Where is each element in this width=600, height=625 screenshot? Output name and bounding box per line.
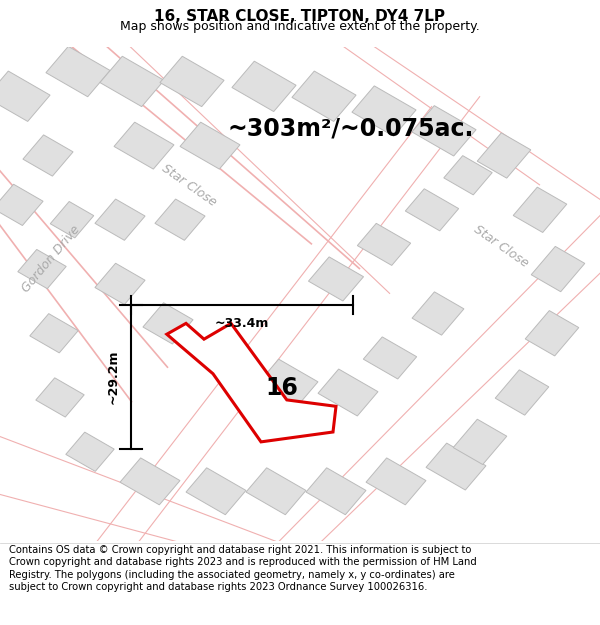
Text: ~33.4m: ~33.4m bbox=[215, 317, 269, 330]
Polygon shape bbox=[366, 458, 426, 505]
Polygon shape bbox=[444, 156, 492, 195]
Polygon shape bbox=[50, 201, 94, 238]
Polygon shape bbox=[232, 61, 296, 111]
Polygon shape bbox=[258, 359, 318, 406]
Text: Contains OS data © Crown copyright and database right 2021. This information is : Contains OS data © Crown copyright and d… bbox=[9, 545, 477, 592]
Polygon shape bbox=[46, 46, 110, 97]
Polygon shape bbox=[160, 56, 224, 107]
Polygon shape bbox=[525, 311, 579, 356]
Polygon shape bbox=[0, 184, 43, 226]
Polygon shape bbox=[531, 246, 585, 292]
Polygon shape bbox=[364, 337, 416, 379]
Polygon shape bbox=[95, 263, 145, 304]
Polygon shape bbox=[100, 56, 164, 107]
Polygon shape bbox=[23, 135, 73, 176]
Text: Star Close: Star Close bbox=[159, 161, 219, 209]
Polygon shape bbox=[292, 71, 356, 121]
Polygon shape bbox=[186, 468, 246, 515]
Text: ~303m²/~0.075ac.: ~303m²/~0.075ac. bbox=[228, 116, 475, 140]
Polygon shape bbox=[412, 106, 476, 156]
Text: ~29.2m: ~29.2m bbox=[107, 350, 120, 404]
Polygon shape bbox=[308, 257, 364, 301]
Polygon shape bbox=[30, 314, 78, 353]
Polygon shape bbox=[477, 133, 531, 178]
Polygon shape bbox=[412, 292, 464, 335]
Polygon shape bbox=[406, 189, 458, 231]
Polygon shape bbox=[513, 187, 567, 232]
Polygon shape bbox=[453, 419, 507, 464]
Text: Gordon Drive: Gordon Drive bbox=[19, 223, 83, 295]
Polygon shape bbox=[318, 369, 378, 416]
Polygon shape bbox=[155, 199, 205, 241]
Polygon shape bbox=[143, 302, 193, 344]
Polygon shape bbox=[495, 370, 549, 415]
Polygon shape bbox=[426, 443, 486, 490]
Text: Map shows position and indicative extent of the property.: Map shows position and indicative extent… bbox=[120, 20, 480, 32]
Polygon shape bbox=[95, 199, 145, 241]
Polygon shape bbox=[0, 71, 50, 121]
Polygon shape bbox=[36, 378, 84, 417]
Polygon shape bbox=[246, 468, 306, 515]
Polygon shape bbox=[180, 122, 240, 169]
Polygon shape bbox=[306, 468, 366, 515]
Text: Star Close: Star Close bbox=[471, 223, 531, 271]
Polygon shape bbox=[352, 86, 416, 136]
Polygon shape bbox=[66, 432, 114, 471]
Text: 16: 16 bbox=[266, 376, 298, 399]
Text: 16, STAR CLOSE, TIPTON, DY4 7LP: 16, STAR CLOSE, TIPTON, DY4 7LP bbox=[155, 9, 445, 24]
Polygon shape bbox=[18, 249, 66, 289]
Polygon shape bbox=[358, 223, 410, 266]
Polygon shape bbox=[167, 323, 336, 442]
Polygon shape bbox=[114, 122, 174, 169]
Polygon shape bbox=[120, 458, 180, 505]
